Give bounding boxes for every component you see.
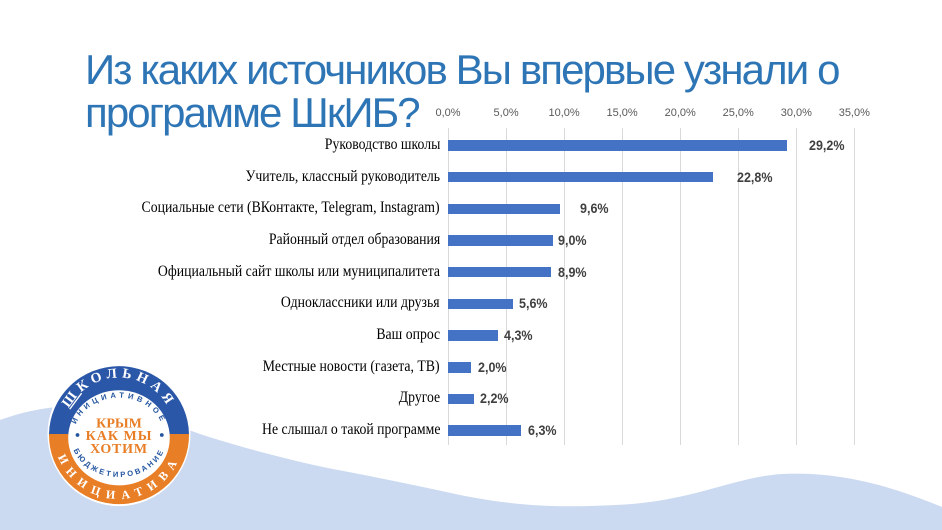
svg-text:КРЫМ: КРЫМ (96, 416, 142, 431)
svg-text:КАК МЫ: КАК МЫ (85, 429, 152, 444)
svg-text:ХОТИМ: ХОТИМ (90, 442, 148, 457)
